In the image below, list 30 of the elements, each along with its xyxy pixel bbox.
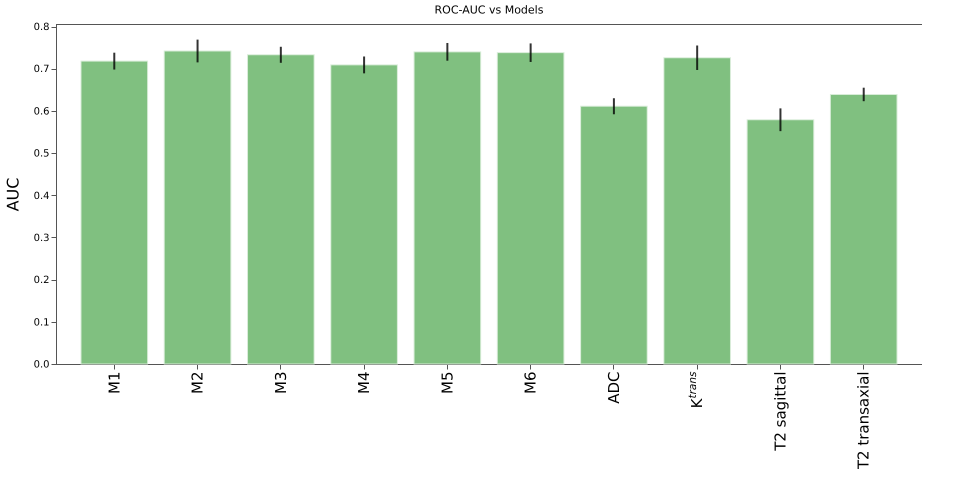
y-tick-label: 0.7	[34, 64, 50, 76]
y-tick-label: 0.4	[34, 190, 50, 202]
bar	[80, 60, 148, 364]
y-tick-label: 0.1	[34, 317, 50, 328]
bar	[830, 94, 898, 364]
y-tick-label: 0.8	[34, 22, 50, 34]
bar	[580, 106, 648, 364]
x-tick-label: ADC	[604, 372, 623, 404]
bar	[663, 57, 731, 364]
bar	[746, 119, 814, 364]
bar	[496, 52, 564, 364]
chart-title: ROC-AUC vs Models	[434, 4, 544, 17]
y-tick-label: 0.5	[34, 148, 50, 160]
x-tick-label: M6	[522, 372, 540, 394]
x-tick-label: M3	[272, 372, 290, 394]
y-tick-label: 0.0	[34, 360, 50, 370]
x-tick-label: M2	[188, 372, 207, 394]
x-tick-label: M4	[355, 372, 374, 394]
x-tick-label: T2 sagittal	[771, 372, 790, 452]
bar	[247, 54, 315, 364]
bar	[164, 50, 232, 364]
bar	[414, 51, 482, 364]
bar	[330, 64, 398, 364]
y-tick-label: 0.3	[34, 232, 50, 244]
x-tick-label: M5	[438, 372, 456, 394]
x-tick-label: M1	[105, 372, 124, 394]
y-tick-label: 0.6	[34, 106, 50, 118]
x-tick-label: T2 transaxial	[854, 372, 873, 470]
y-tick-label: 0.2	[34, 275, 50, 286]
y-axis-title: AUC	[4, 178, 23, 212]
